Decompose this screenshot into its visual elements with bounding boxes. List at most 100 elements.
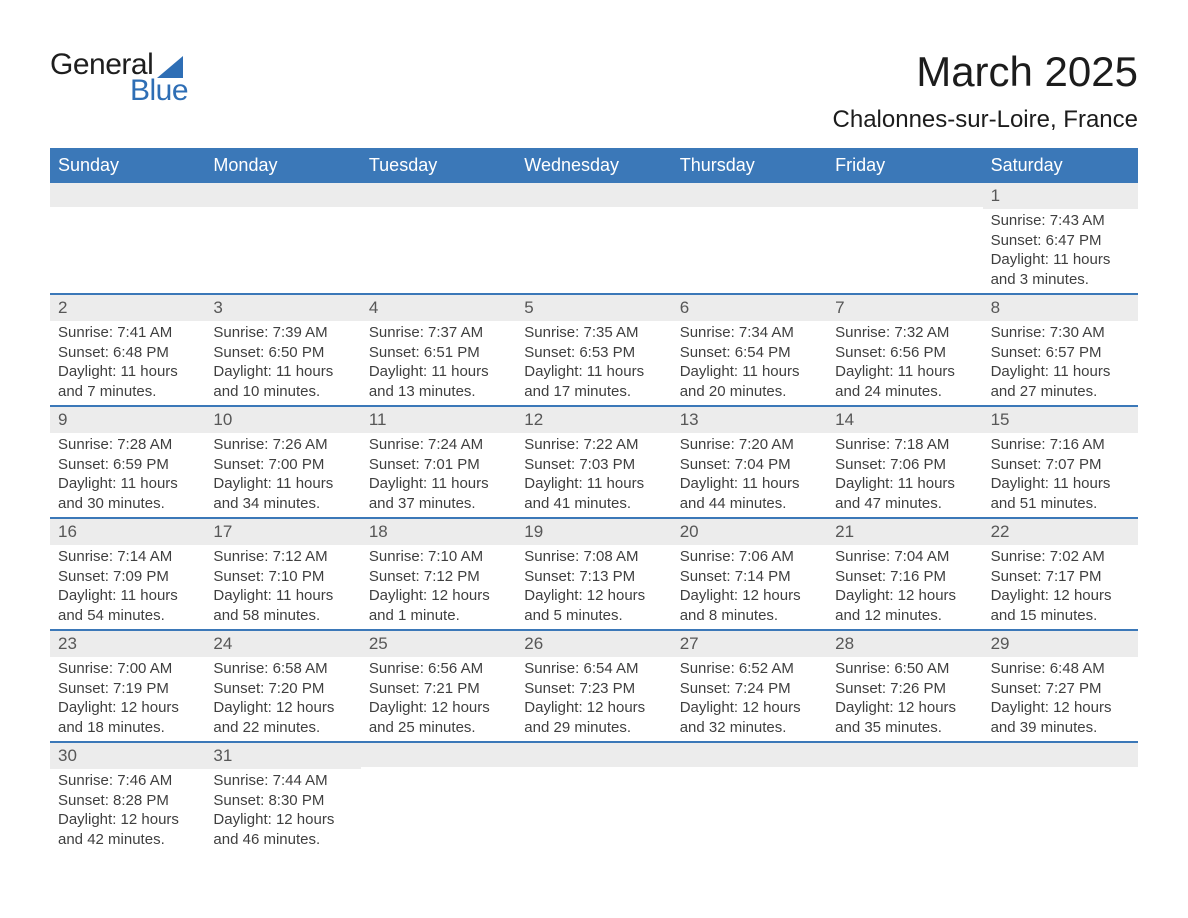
day-number <box>361 743 516 767</box>
day-number <box>50 183 205 207</box>
day-cell <box>983 743 1138 853</box>
day-body: Sunrise: 7:46 AMSunset: 8:28 PMDaylight:… <box>50 769 205 853</box>
day-cell: 3Sunrise: 7:39 AMSunset: 6:50 PMDaylight… <box>205 295 360 405</box>
day-body: Sunrise: 7:32 AMSunset: 6:56 PMDaylight:… <box>827 321 982 405</box>
day-number: 19 <box>516 519 671 545</box>
day-body: Sunrise: 7:37 AMSunset: 6:51 PMDaylight:… <box>361 321 516 405</box>
sunset-text: Sunset: 7:06 PM <box>835 455 974 475</box>
sunrise-text: Sunrise: 6:54 AM <box>524 659 663 679</box>
weekday-header: Monday <box>205 148 360 183</box>
day-number: 11 <box>361 407 516 433</box>
daylight-text: Daylight: 11 hours and 51 minutes. <box>991 474 1130 513</box>
day-number: 1 <box>983 183 1138 209</box>
sunrise-text: Sunrise: 7:14 AM <box>58 547 197 567</box>
day-number: 18 <box>361 519 516 545</box>
sunset-text: Sunset: 7:23 PM <box>524 679 663 699</box>
sunrise-text: Sunrise: 7:04 AM <box>835 547 974 567</box>
day-body <box>827 767 982 773</box>
day-body: Sunrise: 6:54 AMSunset: 7:23 PMDaylight:… <box>516 657 671 741</box>
day-number: 20 <box>672 519 827 545</box>
daylight-text: Daylight: 12 hours and 8 minutes. <box>680 586 819 625</box>
daylight-text: Daylight: 11 hours and 47 minutes. <box>835 474 974 513</box>
day-number: 8 <box>983 295 1138 321</box>
daylight-text: Daylight: 12 hours and 42 minutes. <box>58 810 197 849</box>
daylight-text: Daylight: 12 hours and 29 minutes. <box>524 698 663 737</box>
sunrise-text: Sunrise: 7:18 AM <box>835 435 974 455</box>
day-cell <box>672 743 827 853</box>
day-body: Sunrise: 7:44 AMSunset: 8:30 PMDaylight:… <box>205 769 360 853</box>
sunset-text: Sunset: 6:59 PM <box>58 455 197 475</box>
day-cell: 20Sunrise: 7:06 AMSunset: 7:14 PMDayligh… <box>672 519 827 629</box>
day-cell: 18Sunrise: 7:10 AMSunset: 7:12 PMDayligh… <box>361 519 516 629</box>
daylight-text: Daylight: 11 hours and 30 minutes. <box>58 474 197 513</box>
day-number: 13 <box>672 407 827 433</box>
daylight-text: Daylight: 11 hours and 37 minutes. <box>369 474 508 513</box>
day-cell <box>361 743 516 853</box>
weeks-container: 1Sunrise: 7:43 AMSunset: 6:47 PMDaylight… <box>50 183 1138 853</box>
sunrise-text: Sunrise: 7:20 AM <box>680 435 819 455</box>
sunrise-text: Sunrise: 7:39 AM <box>213 323 352 343</box>
sunset-text: Sunset: 7:14 PM <box>680 567 819 587</box>
sunset-text: Sunset: 7:07 PM <box>991 455 1130 475</box>
day-body: Sunrise: 7:08 AMSunset: 7:13 PMDaylight:… <box>516 545 671 629</box>
day-cell: 7Sunrise: 7:32 AMSunset: 6:56 PMDaylight… <box>827 295 982 405</box>
day-body: Sunrise: 7:30 AMSunset: 6:57 PMDaylight:… <box>983 321 1138 405</box>
sunset-text: Sunset: 7:13 PM <box>524 567 663 587</box>
sunset-text: Sunset: 6:48 PM <box>58 343 197 363</box>
day-number: 21 <box>827 519 982 545</box>
sunrise-text: Sunrise: 6:56 AM <box>369 659 508 679</box>
daylight-text: Daylight: 11 hours and 7 minutes. <box>58 362 197 401</box>
sunrise-text: Sunrise: 7:46 AM <box>58 771 197 791</box>
week-row: 2Sunrise: 7:41 AMSunset: 6:48 PMDaylight… <box>50 293 1138 405</box>
day-number <box>983 743 1138 767</box>
day-body <box>50 207 205 213</box>
brand-logo: General Blue <box>50 48 188 108</box>
sunset-text: Sunset: 6:50 PM <box>213 343 352 363</box>
day-cell: 9Sunrise: 7:28 AMSunset: 6:59 PMDaylight… <box>50 407 205 517</box>
day-number: 3 <box>205 295 360 321</box>
day-cell: 29Sunrise: 6:48 AMSunset: 7:27 PMDayligh… <box>983 631 1138 741</box>
day-body: Sunrise: 7:26 AMSunset: 7:00 PMDaylight:… <box>205 433 360 517</box>
sunset-text: Sunset: 7:01 PM <box>369 455 508 475</box>
week-row: 1Sunrise: 7:43 AMSunset: 6:47 PMDaylight… <box>50 183 1138 293</box>
day-number <box>827 743 982 767</box>
day-number <box>516 183 671 207</box>
day-number: 14 <box>827 407 982 433</box>
sunset-text: Sunset: 6:56 PM <box>835 343 974 363</box>
day-cell: 5Sunrise: 7:35 AMSunset: 6:53 PMDaylight… <box>516 295 671 405</box>
daylight-text: Daylight: 12 hours and 39 minutes. <box>991 698 1130 737</box>
day-cell: 13Sunrise: 7:20 AMSunset: 7:04 PMDayligh… <box>672 407 827 517</box>
day-cell <box>827 183 982 293</box>
day-number: 26 <box>516 631 671 657</box>
calendar: SundayMondayTuesdayWednesdayThursdayFrid… <box>50 148 1138 853</box>
sunrise-text: Sunrise: 7:02 AM <box>991 547 1130 567</box>
sunset-text: Sunset: 7:24 PM <box>680 679 819 699</box>
day-cell: 21Sunrise: 7:04 AMSunset: 7:16 PMDayligh… <box>827 519 982 629</box>
day-number <box>827 183 982 207</box>
daylight-text: Daylight: 11 hours and 3 minutes. <box>991 250 1130 289</box>
daylight-text: Daylight: 11 hours and 20 minutes. <box>680 362 819 401</box>
day-number <box>516 743 671 767</box>
day-number: 24 <box>205 631 360 657</box>
sunset-text: Sunset: 7:21 PM <box>369 679 508 699</box>
day-cell: 8Sunrise: 7:30 AMSunset: 6:57 PMDaylight… <box>983 295 1138 405</box>
day-body <box>205 207 360 213</box>
day-cell: 1Sunrise: 7:43 AMSunset: 6:47 PMDaylight… <box>983 183 1138 293</box>
day-number: 7 <box>827 295 982 321</box>
day-body: Sunrise: 7:12 AMSunset: 7:10 PMDaylight:… <box>205 545 360 629</box>
day-cell: 27Sunrise: 6:52 AMSunset: 7:24 PMDayligh… <box>672 631 827 741</box>
sunset-text: Sunset: 6:51 PM <box>369 343 508 363</box>
sunset-text: Sunset: 6:54 PM <box>680 343 819 363</box>
sunrise-text: Sunrise: 7:06 AM <box>680 547 819 567</box>
day-body: Sunrise: 7:43 AMSunset: 6:47 PMDaylight:… <box>983 209 1138 293</box>
day-cell: 12Sunrise: 7:22 AMSunset: 7:03 PMDayligh… <box>516 407 671 517</box>
day-body <box>361 207 516 213</box>
day-number: 10 <box>205 407 360 433</box>
day-number <box>361 183 516 207</box>
day-number: 30 <box>50 743 205 769</box>
day-cell: 17Sunrise: 7:12 AMSunset: 7:10 PMDayligh… <box>205 519 360 629</box>
sunrise-text: Sunrise: 6:50 AM <box>835 659 974 679</box>
sunset-text: Sunset: 7:26 PM <box>835 679 974 699</box>
day-body <box>361 767 516 773</box>
week-row: 16Sunrise: 7:14 AMSunset: 7:09 PMDayligh… <box>50 517 1138 629</box>
